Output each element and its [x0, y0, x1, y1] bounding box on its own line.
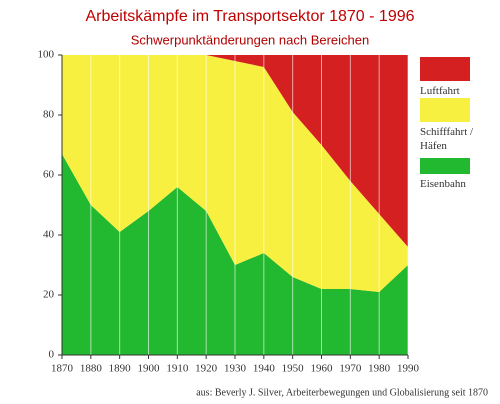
legend-swatch — [420, 158, 470, 174]
x-tick-label: 1900 — [138, 363, 161, 375]
x-tick-label: 1870 — [51, 363, 74, 375]
y-tick-label: 60 — [43, 169, 55, 181]
legend-label: Luftfahrt — [420, 85, 460, 97]
x-tick-label: 1930 — [224, 363, 247, 375]
legend-swatch — [420, 57, 470, 81]
x-tick-label: 1970 — [339, 363, 362, 375]
chart-subtitle: Schwerpunktänderungen nach Bereichen — [131, 32, 370, 47]
x-tick-label: 1910 — [166, 363, 189, 375]
x-tick-label: 1880 — [80, 363, 103, 375]
legend-swatch — [420, 98, 470, 122]
y-tick-label: 80 — [43, 109, 55, 121]
y-tick-label: 0 — [49, 349, 55, 361]
chart-title: Arbeitskämpfe im Transportsektor 1870 - … — [85, 8, 414, 25]
x-tick-label: 1990 — [397, 363, 420, 375]
y-tick-label: 40 — [43, 229, 55, 241]
x-tick-label: 1960 — [311, 363, 334, 375]
x-tick-label: 1980 — [368, 363, 391, 375]
legend-label: Eisenbahn — [420, 178, 466, 190]
y-tick-label: 100 — [38, 49, 55, 61]
legend-label: Schifffahrt / Häfen — [420, 126, 474, 152]
source: aus: Beverly J. Silver, Arbeiterbewegung… — [196, 387, 488, 398]
x-tick-label: 1920 — [195, 363, 218, 375]
x-tick-label: 1890 — [109, 363, 132, 375]
x-tick-label: 1950 — [282, 363, 305, 375]
x-tick-label: 1940 — [253, 363, 276, 375]
y-tick-label: 20 — [43, 289, 55, 301]
